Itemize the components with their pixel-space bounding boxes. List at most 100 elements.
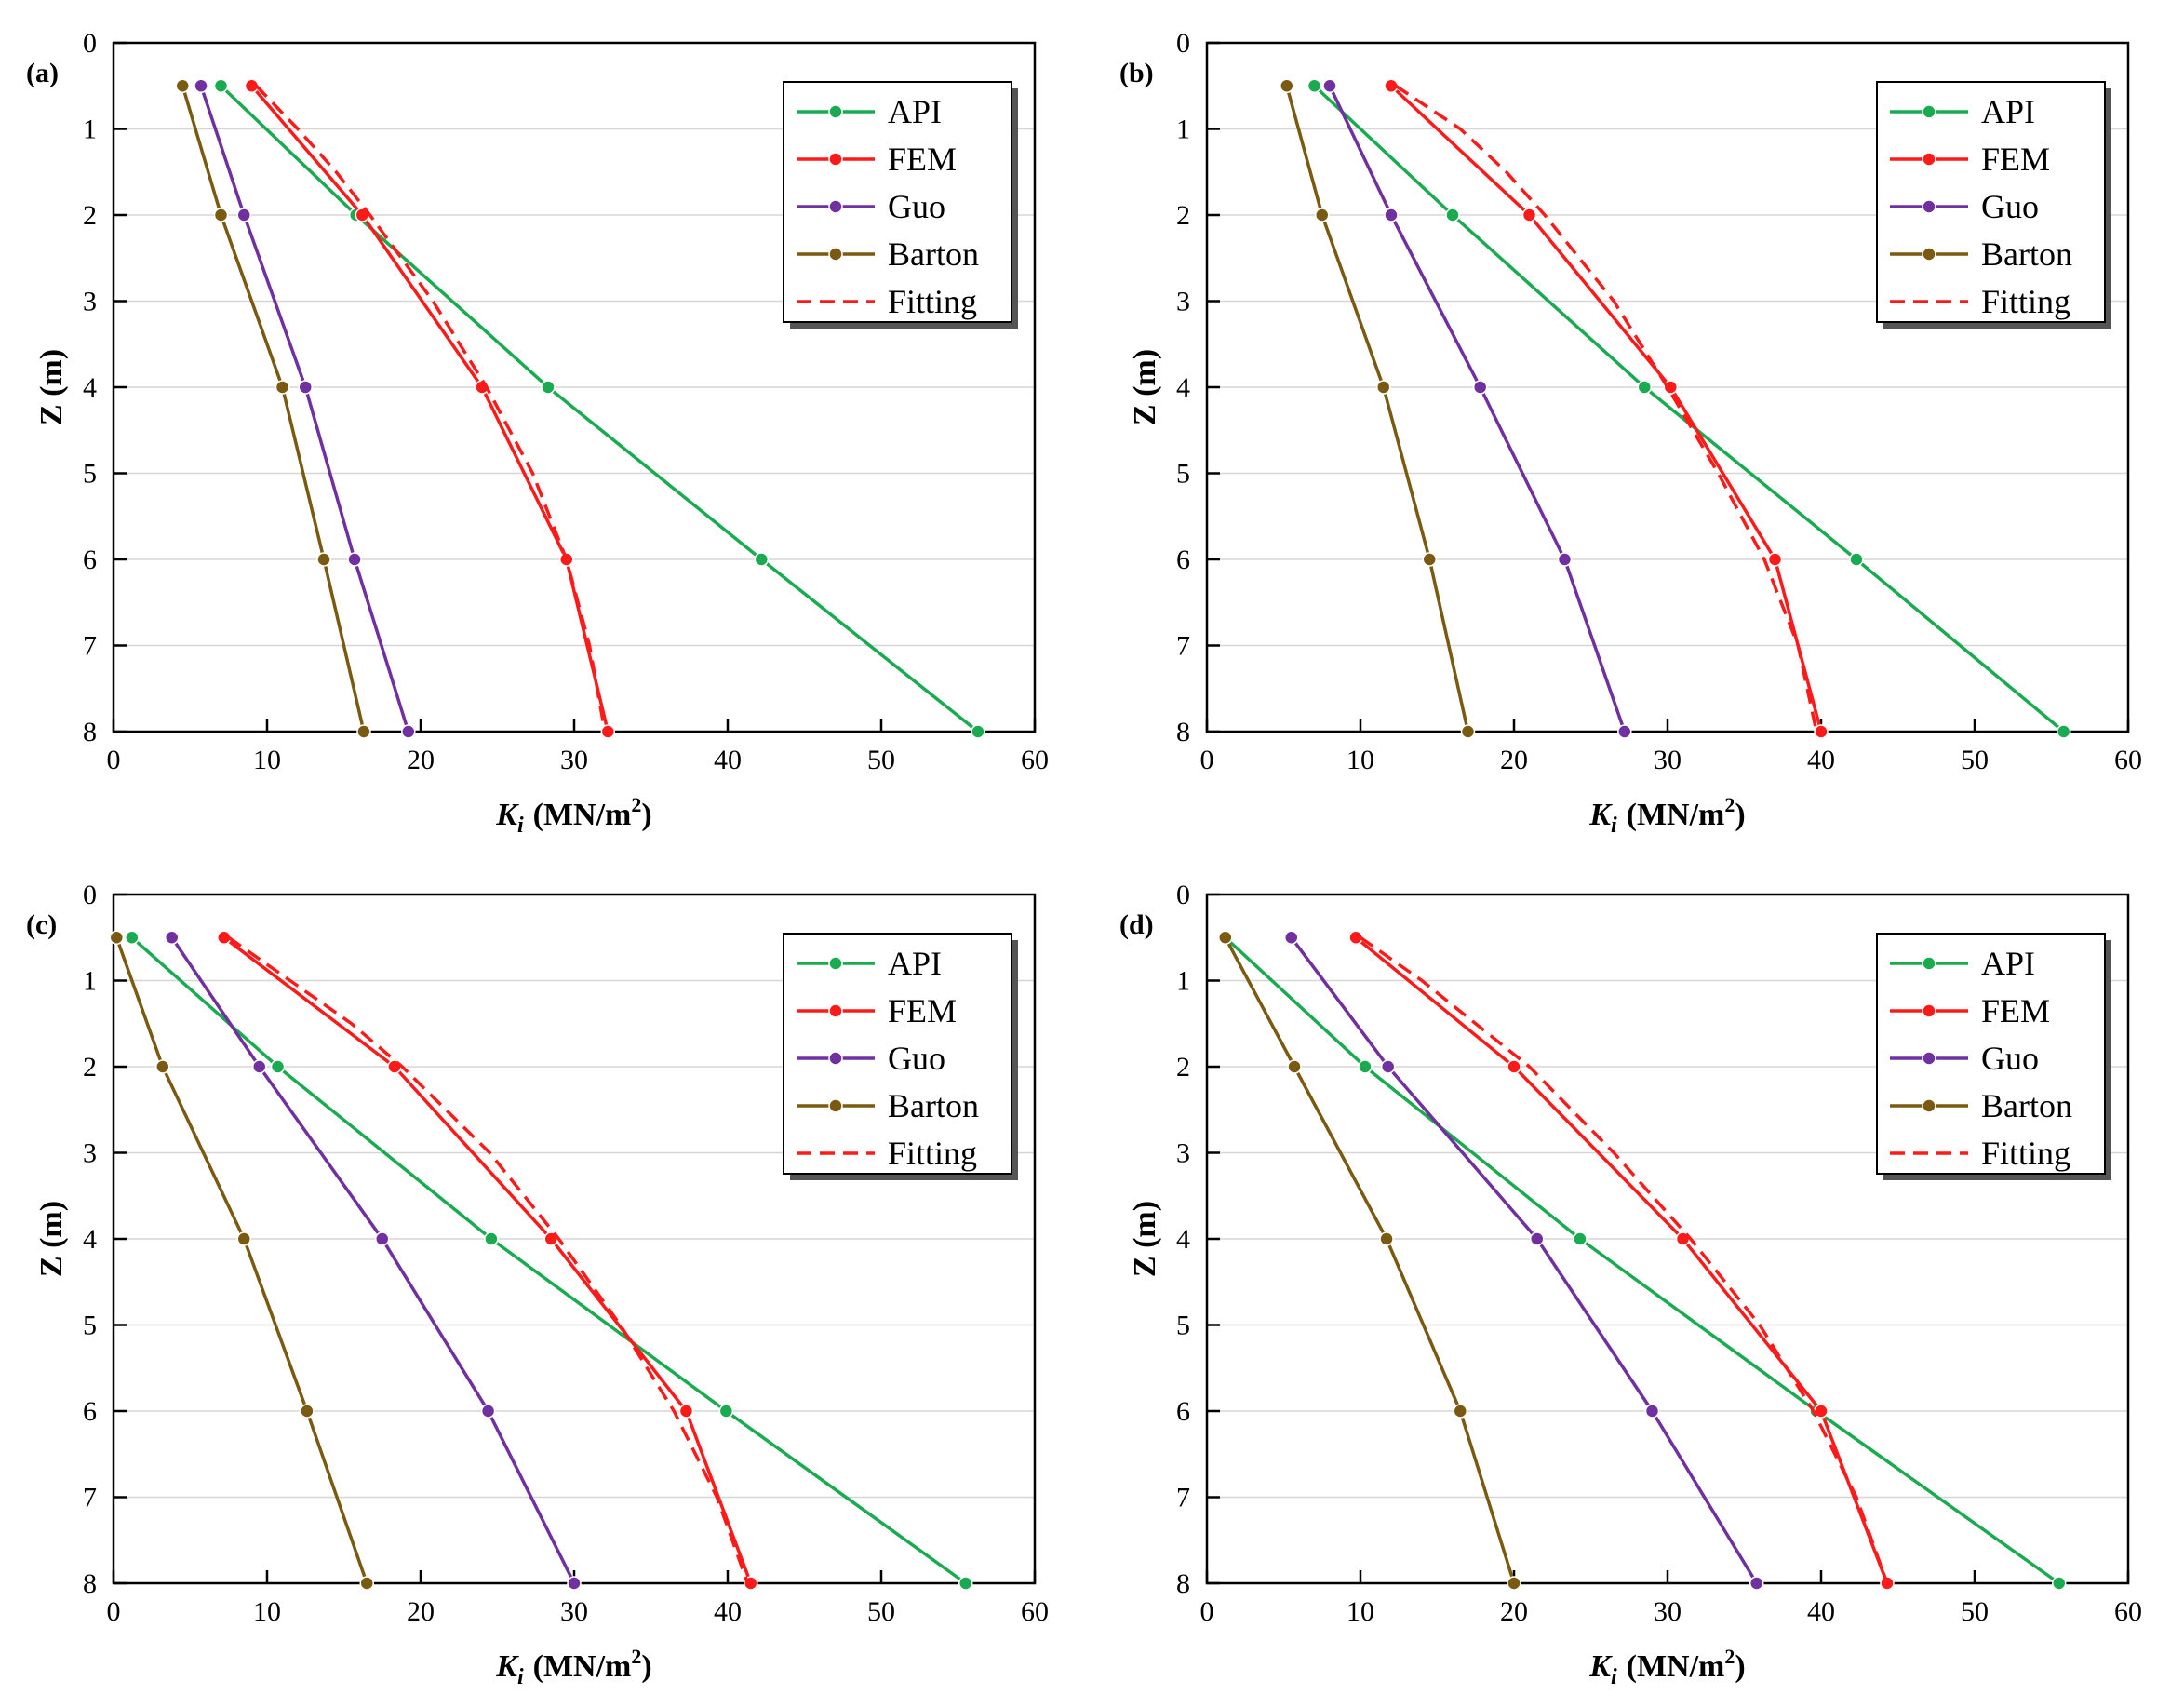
panel-label: (a) bbox=[26, 58, 59, 88]
legend-label: API bbox=[1981, 93, 2035, 130]
legend-label: Guo bbox=[888, 1040, 945, 1077]
x-tick-label: 40 bbox=[714, 745, 742, 775]
x-tick-label: 30 bbox=[560, 1596, 588, 1627]
y-tick-label: 4 bbox=[1176, 1224, 1190, 1255]
legend-marker-fem bbox=[828, 1003, 843, 1018]
series-line-fitting bbox=[255, 85, 607, 733]
panel-d: 0 10 20 30 40 50 60 0 1 2 3 4 5 6 7 8 (d) Z (m) Ki (MN/m2) A… bbox=[1093, 852, 2182, 1703]
x-axis-close: ) bbox=[641, 1649, 651, 1684]
x-axis-subscript: i bbox=[517, 814, 524, 838]
x-tick-label: 20 bbox=[407, 745, 435, 775]
x-axis-superscript: 2 bbox=[631, 793, 641, 816]
y-tick-label: 8 bbox=[1176, 717, 1190, 747]
panel-label: (d) bbox=[1119, 909, 1154, 940]
data-point-api bbox=[125, 930, 140, 945]
x-axis-unit: (MN/m bbox=[1627, 798, 1725, 832]
x-axis-subscript: i bbox=[1611, 1665, 1617, 1689]
data-point-guo bbox=[1284, 930, 1299, 945]
x-axis-unit: (MN/m bbox=[533, 1649, 632, 1684]
legend-label: FEM bbox=[888, 992, 957, 1029]
legend-marker-api bbox=[828, 104, 843, 119]
x-axis-close: ) bbox=[641, 798, 651, 832]
x-axis-close: ) bbox=[1735, 798, 1745, 832]
data-point-api bbox=[270, 1059, 286, 1074]
y-tick-label: 0 bbox=[83, 880, 97, 910]
y-tick-label: 8 bbox=[83, 717, 97, 747]
legend-marker-api bbox=[828, 956, 843, 971]
legend-marker-guo bbox=[1922, 199, 1936, 214]
y-axis-title: Z (m) bbox=[34, 349, 69, 425]
x-axis-title: Ki (MN/m2) bbox=[495, 793, 651, 838]
data-point-fem bbox=[1384, 78, 1399, 93]
x-axis-symbol: K bbox=[1588, 798, 1613, 832]
data-point-api bbox=[718, 1404, 734, 1419]
data-point-barton bbox=[236, 1231, 251, 1246]
data-point-barton bbox=[1379, 1231, 1394, 1246]
data-point-guo bbox=[567, 1576, 582, 1591]
data-point-barton bbox=[316, 552, 331, 567]
x-tick-label: 60 bbox=[1021, 745, 1049, 775]
x-tick-label: 10 bbox=[1347, 745, 1374, 775]
x-tick-label: 40 bbox=[714, 1596, 742, 1627]
y-tick-label: 1 bbox=[83, 966, 97, 997]
y-tick-label: 0 bbox=[1176, 28, 1190, 59]
data-point-guo bbox=[1749, 1576, 1764, 1591]
x-axis-unit: (MN/m bbox=[533, 798, 632, 832]
legend-marker-fem bbox=[1922, 152, 1936, 167]
x-tick-label: 10 bbox=[253, 1596, 281, 1627]
data-point-barton bbox=[213, 208, 229, 222]
y-tick-label: 4 bbox=[83, 372, 97, 403]
data-point-barton bbox=[1218, 930, 1233, 945]
legend-marker-api bbox=[1922, 956, 1936, 971]
data-point-guo bbox=[1472, 380, 1488, 395]
data-point-barton bbox=[175, 78, 190, 93]
legend-label: Guo bbox=[888, 188, 945, 225]
legend-label: API bbox=[1981, 945, 2035, 982]
y-axis-title: Z (m) bbox=[34, 1201, 69, 1277]
data-point-barton bbox=[1453, 1404, 1467, 1419]
data-point-guo bbox=[1380, 1059, 1396, 1074]
x-tick-label: 40 bbox=[1807, 745, 1835, 775]
legend-box bbox=[783, 81, 1012, 323]
legend-marker-guo bbox=[828, 199, 843, 214]
legend-label: API bbox=[888, 93, 942, 130]
x-axis-title: Ki (MN/m2) bbox=[1588, 793, 1745, 838]
y-tick-label: 7 bbox=[83, 631, 97, 662]
x-tick-label: 30 bbox=[1654, 1596, 1682, 1627]
data-point-api bbox=[484, 1231, 499, 1246]
data-point-guo bbox=[1322, 78, 1337, 93]
panel-c: 0 10 20 30 40 50 60 0 1 2 3 4 5 6 7 8 (c) Z (m) Ki (MN/m2) A… bbox=[0, 852, 1089, 1703]
y-tick-label: 6 bbox=[1176, 545, 1190, 575]
legend-box bbox=[1876, 81, 2106, 323]
legend-label: Barton bbox=[888, 235, 979, 273]
x-tick-label: 50 bbox=[1961, 745, 1989, 775]
legend-box bbox=[1876, 933, 2106, 1175]
y-tick-label: 4 bbox=[83, 1224, 97, 1255]
legend-label: Barton bbox=[1981, 1087, 2072, 1124]
data-point-barton bbox=[155, 1059, 170, 1074]
data-point-guo bbox=[164, 930, 180, 945]
x-tick-label: 60 bbox=[2114, 745, 2142, 775]
data-point-api bbox=[2052, 1576, 2067, 1591]
data-point-barton bbox=[1376, 380, 1391, 395]
y-tick-label: 2 bbox=[1176, 200, 1190, 231]
data-point-api bbox=[213, 78, 229, 93]
legend-marker-guo bbox=[1922, 1051, 1936, 1066]
x-tick-label: 0 bbox=[1200, 1596, 1214, 1627]
y-tick-label: 7 bbox=[1176, 631, 1190, 662]
data-point-guo bbox=[1530, 1231, 1545, 1246]
series-line-fitting bbox=[227, 935, 750, 1584]
x-tick-label: 10 bbox=[253, 745, 281, 775]
x-axis-superscript: 2 bbox=[1724, 793, 1735, 816]
data-point-fem bbox=[1348, 930, 1363, 945]
data-point-api bbox=[1306, 78, 1322, 93]
y-axis-title: Z (m) bbox=[1128, 1201, 1162, 1277]
data-point-barton bbox=[275, 380, 290, 395]
x-tick-label: 50 bbox=[867, 1596, 895, 1627]
y-tick-label: 2 bbox=[83, 200, 97, 231]
data-point-guo bbox=[236, 208, 251, 222]
data-point-fem bbox=[678, 1404, 694, 1419]
legend: API FEM Guo Barton Fitting bbox=[1876, 81, 2111, 329]
